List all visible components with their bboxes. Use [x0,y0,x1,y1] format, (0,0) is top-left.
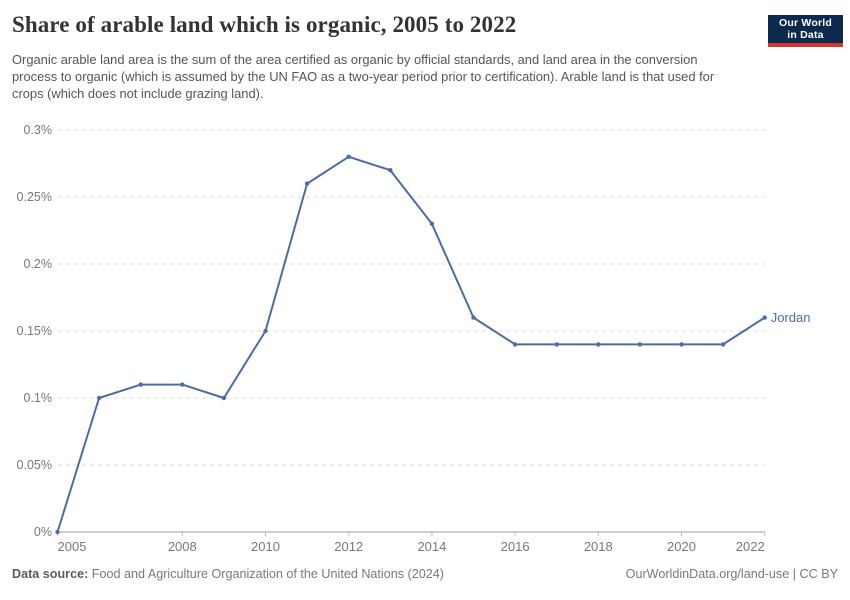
data-point[interactable] [180,382,185,387]
data-point[interactable] [679,342,684,347]
data-point[interactable] [263,328,268,334]
owid-logo[interactable]: Our World in Data [768,15,843,47]
x-tick-label: 2018 [584,539,613,554]
data-source-text: Food and Agriculture Organization of the… [91,567,444,581]
data-point[interactable] [512,342,518,347]
y-tick-label: 0.3% [24,123,53,137]
chart-footer: Data source: Food and Agriculture Organi… [12,567,838,581]
data-point[interactable] [138,382,143,387]
data-point[interactable] [96,395,102,401]
data-point[interactable] [346,154,351,159]
data-point[interactable] [554,342,559,347]
chart-line[interactable] [56,155,766,533]
owid-citation-link[interactable]: OurWorldinData.org/land-use | CC BY [625,567,838,581]
chart-subtitle: Organic arable land area is the sum of t… [12,52,715,101]
x-tick-label: 2008 [168,539,197,554]
y-tick-label: 0% [34,525,52,539]
owid-logo-line1: Our World [779,17,832,29]
x-tick-label: 2012 [334,539,363,554]
x-tick-label: 2010 [251,539,280,554]
owid-logo-stripe [768,43,843,47]
x-tick-label: 2016 [501,539,530,554]
x-tick-label: 2020 [667,539,696,554]
x-tick-label: 2014 [417,539,446,554]
data-point[interactable] [388,168,393,173]
y-tick-label: 0.05% [17,458,52,472]
y-tick-label: 0.15% [17,324,52,338]
data-source-label: Data source: [12,567,89,581]
y-tick-label: 0.25% [17,190,52,204]
data-point[interactable] [471,315,476,320]
data-source: Data source: Food and Agriculture Organi… [12,567,444,581]
data-point[interactable] [637,342,643,347]
x-tick-label: 2022 [736,539,765,554]
data-point[interactable] [221,395,227,401]
y-tick-label: 0.2% [24,257,53,271]
data-point[interactable] [55,529,60,535]
x-tick-label: 2005 [58,539,87,554]
series-end-label[interactable]: Jordan [771,310,811,325]
chart-title: Share of arable land which is organic, 2… [12,12,517,37]
owid-logo-box: Our World in Data [768,15,843,43]
data-point[interactable] [596,342,601,347]
data-point[interactable] [762,315,767,320]
y-tick-label: 0.1% [24,391,53,405]
data-point[interactable] [429,221,435,226]
owid-logo-line2: in Data [787,28,824,41]
data-point[interactable] [720,342,726,347]
data-point[interactable] [304,181,310,186]
